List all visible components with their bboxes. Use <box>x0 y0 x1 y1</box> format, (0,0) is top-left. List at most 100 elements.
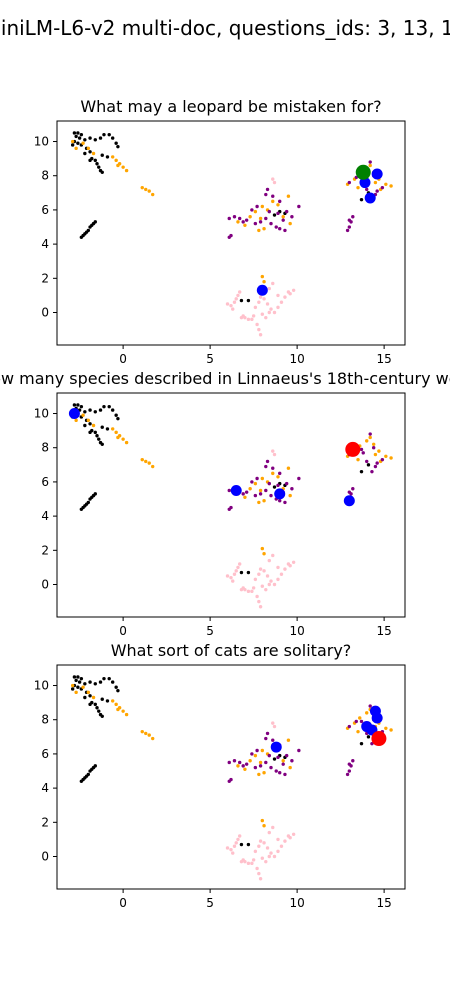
point-purple <box>258 764 263 768</box>
point-purple <box>347 762 352 766</box>
point-orange <box>74 146 78 151</box>
y-tick-label: 10 <box>34 135 49 149</box>
point-purple <box>347 218 352 222</box>
point-purple <box>347 490 352 494</box>
scatter-panel-leopard: What may a leopard be mistaken for? 0 5 10 1… <box>34 97 406 366</box>
point-pink <box>264 587 268 592</box>
point-orange <box>124 168 129 173</box>
x-tick-label: 10 <box>289 896 304 910</box>
point-black <box>107 132 111 137</box>
point-purple <box>347 769 352 773</box>
point-orange <box>74 690 78 695</box>
point-pink <box>260 312 265 316</box>
point-black <box>272 213 277 217</box>
point-black <box>76 685 80 689</box>
point-pink <box>234 569 238 573</box>
point-black <box>83 695 87 700</box>
point-black <box>93 682 97 686</box>
point-black <box>86 772 91 777</box>
point-orange <box>70 683 75 688</box>
point-orange <box>371 442 376 446</box>
point-purple <box>283 228 287 233</box>
point-purple <box>370 469 374 474</box>
y-tick-label: 4 <box>41 237 49 251</box>
point-pink <box>257 327 261 332</box>
point-orange <box>368 163 372 168</box>
x-tick-label: 15 <box>376 896 391 910</box>
point-pink <box>229 575 233 580</box>
scatter-panel-solitary-cats: What sort of cats are solitary? 0 5 10 15 0 2 4… <box>34 641 406 910</box>
point-purple <box>255 476 259 481</box>
point-orange <box>365 439 369 443</box>
point-orange <box>121 709 125 713</box>
point-pink <box>260 856 265 860</box>
point-orange <box>260 546 265 551</box>
point-pink <box>272 452 277 457</box>
point-purple <box>278 227 282 231</box>
point-purple <box>267 209 271 214</box>
point-pink <box>251 858 256 862</box>
point-pink <box>231 851 235 855</box>
y-tick-label: 0 <box>41 306 49 320</box>
point-orange <box>147 461 151 465</box>
point-pink <box>279 572 284 576</box>
point-pink <box>264 315 268 320</box>
point-orange <box>257 228 261 233</box>
point-purple <box>227 760 231 765</box>
point-orange <box>281 759 285 763</box>
point-black <box>93 158 97 163</box>
point-black <box>359 197 364 202</box>
point-purple <box>345 228 350 233</box>
point-purple <box>278 471 282 476</box>
point-orange <box>121 165 125 169</box>
point-orange <box>271 199 275 204</box>
point-purple <box>345 772 350 777</box>
point-purple <box>255 204 259 209</box>
point-black <box>102 676 106 681</box>
point-pink <box>229 303 233 308</box>
point-purple <box>227 507 231 511</box>
point-orange <box>236 220 240 224</box>
point-orange <box>389 728 393 732</box>
y-tick-label: 8 <box>41 713 49 727</box>
highlight-point-blue <box>343 495 355 507</box>
point-purple <box>274 225 278 229</box>
point-pink <box>234 297 238 301</box>
point-pink <box>269 851 273 855</box>
point-black <box>105 427 110 431</box>
point-orange <box>365 711 369 715</box>
point-orange <box>288 493 292 498</box>
point-orange <box>257 772 261 777</box>
point-purple <box>351 215 355 219</box>
point-pink <box>271 721 275 725</box>
point-pink <box>234 841 238 845</box>
point-pink <box>246 589 251 594</box>
point-black <box>70 143 75 147</box>
point-purple <box>281 762 285 766</box>
point-purple <box>297 204 301 209</box>
point-orange <box>389 456 393 460</box>
point-pink <box>232 572 237 576</box>
point-black <box>98 136 103 140</box>
point-purple <box>265 731 270 736</box>
y-tick-label: 4 <box>41 509 49 523</box>
point-orange <box>248 759 252 763</box>
point-pink <box>251 314 256 318</box>
panel-title: What may a leopard be mistaken for? <box>80 97 381 116</box>
point-orange <box>91 151 96 156</box>
point-orange <box>248 215 252 219</box>
point-purple <box>265 187 270 192</box>
point-purple <box>284 209 289 214</box>
point-purple <box>258 492 263 496</box>
point-purple <box>297 476 301 481</box>
point-pink <box>265 574 270 578</box>
point-purple <box>241 492 245 496</box>
point-pink <box>271 449 275 453</box>
axes-frame <box>56 120 406 346</box>
point-purple <box>241 764 245 768</box>
point-pink <box>258 839 263 843</box>
point-black <box>93 410 97 414</box>
point-pink <box>258 877 263 881</box>
point-pink <box>258 605 263 609</box>
point-pink <box>283 295 287 299</box>
